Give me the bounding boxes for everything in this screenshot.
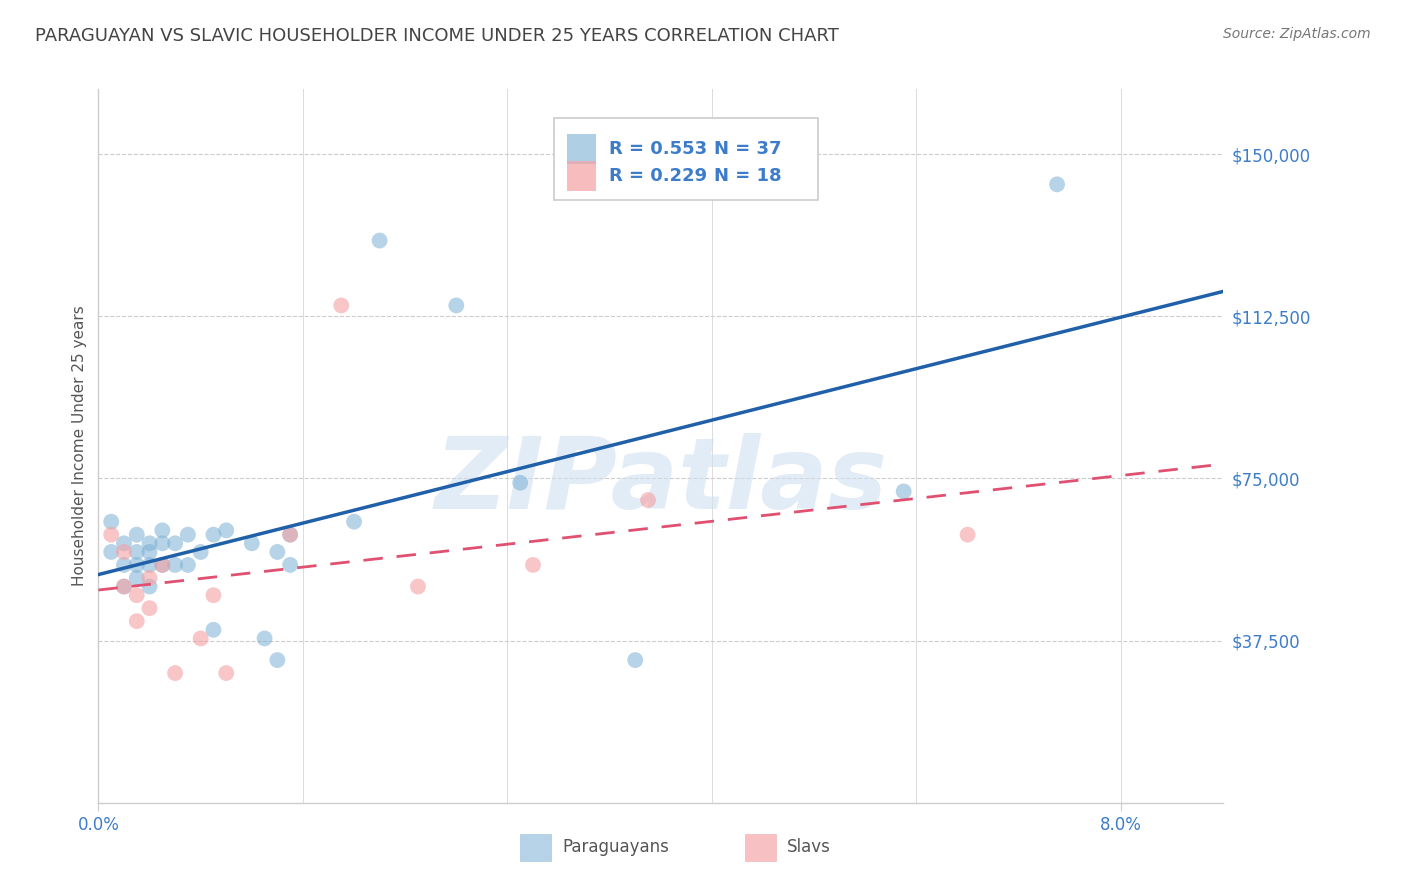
Bar bbox=[568, 134, 596, 164]
Point bbox=[190, 632, 212, 646]
Point bbox=[278, 558, 301, 572]
Point bbox=[125, 527, 148, 541]
Point bbox=[100, 527, 122, 541]
Point bbox=[1046, 178, 1069, 192]
Text: N = 37: N = 37 bbox=[714, 140, 782, 158]
Point bbox=[202, 527, 225, 541]
Point bbox=[278, 527, 301, 541]
Point bbox=[138, 545, 160, 559]
Point bbox=[138, 571, 160, 585]
Point bbox=[330, 298, 353, 312]
Point bbox=[112, 558, 135, 572]
Point bbox=[368, 234, 391, 248]
Point bbox=[150, 524, 173, 538]
Text: ZIPatlas: ZIPatlas bbox=[434, 434, 887, 530]
Point bbox=[138, 536, 160, 550]
Point bbox=[202, 588, 225, 602]
Text: N = 18: N = 18 bbox=[714, 168, 782, 186]
Point bbox=[215, 524, 238, 538]
Point bbox=[253, 632, 276, 646]
Point bbox=[956, 527, 979, 541]
Text: Paraguayans: Paraguayans bbox=[562, 838, 669, 856]
Point bbox=[343, 515, 366, 529]
Point bbox=[240, 536, 263, 550]
Point bbox=[138, 580, 160, 594]
Point bbox=[266, 653, 288, 667]
Point bbox=[278, 527, 301, 541]
Point bbox=[150, 558, 173, 572]
Point bbox=[150, 536, 173, 550]
Point bbox=[112, 536, 135, 550]
Point bbox=[125, 614, 148, 628]
Point bbox=[266, 545, 288, 559]
Point bbox=[138, 601, 160, 615]
Bar bbox=[568, 161, 596, 191]
Point bbox=[165, 666, 187, 681]
Point bbox=[100, 515, 122, 529]
Point bbox=[177, 527, 200, 541]
Text: R = 0.229: R = 0.229 bbox=[609, 168, 707, 186]
Point bbox=[190, 545, 212, 559]
Text: Slavs: Slavs bbox=[787, 838, 831, 856]
Point bbox=[893, 484, 915, 499]
Point bbox=[112, 580, 135, 594]
Point bbox=[202, 623, 225, 637]
Point bbox=[125, 558, 148, 572]
Bar bbox=[554, 118, 818, 200]
Point bbox=[100, 545, 122, 559]
Text: PARAGUAYAN VS SLAVIC HOUSEHOLDER INCOME UNDER 25 YEARS CORRELATION CHART: PARAGUAYAN VS SLAVIC HOUSEHOLDER INCOME … bbox=[35, 27, 839, 45]
Point bbox=[125, 545, 148, 559]
Point bbox=[112, 545, 135, 559]
Point bbox=[165, 536, 187, 550]
Point bbox=[215, 666, 238, 681]
Point bbox=[177, 558, 200, 572]
Point bbox=[509, 475, 531, 490]
Y-axis label: Householder Income Under 25 years: Householder Income Under 25 years bbox=[72, 306, 87, 586]
Point bbox=[165, 558, 187, 572]
Point bbox=[406, 580, 429, 594]
Point bbox=[522, 558, 544, 572]
Text: Source: ZipAtlas.com: Source: ZipAtlas.com bbox=[1223, 27, 1371, 41]
Point bbox=[125, 571, 148, 585]
Point bbox=[150, 558, 173, 572]
Text: R = 0.553: R = 0.553 bbox=[609, 140, 707, 158]
Point bbox=[446, 298, 468, 312]
Point bbox=[637, 493, 659, 508]
Point bbox=[624, 653, 647, 667]
Point bbox=[138, 558, 160, 572]
Point bbox=[112, 580, 135, 594]
Point bbox=[125, 588, 148, 602]
